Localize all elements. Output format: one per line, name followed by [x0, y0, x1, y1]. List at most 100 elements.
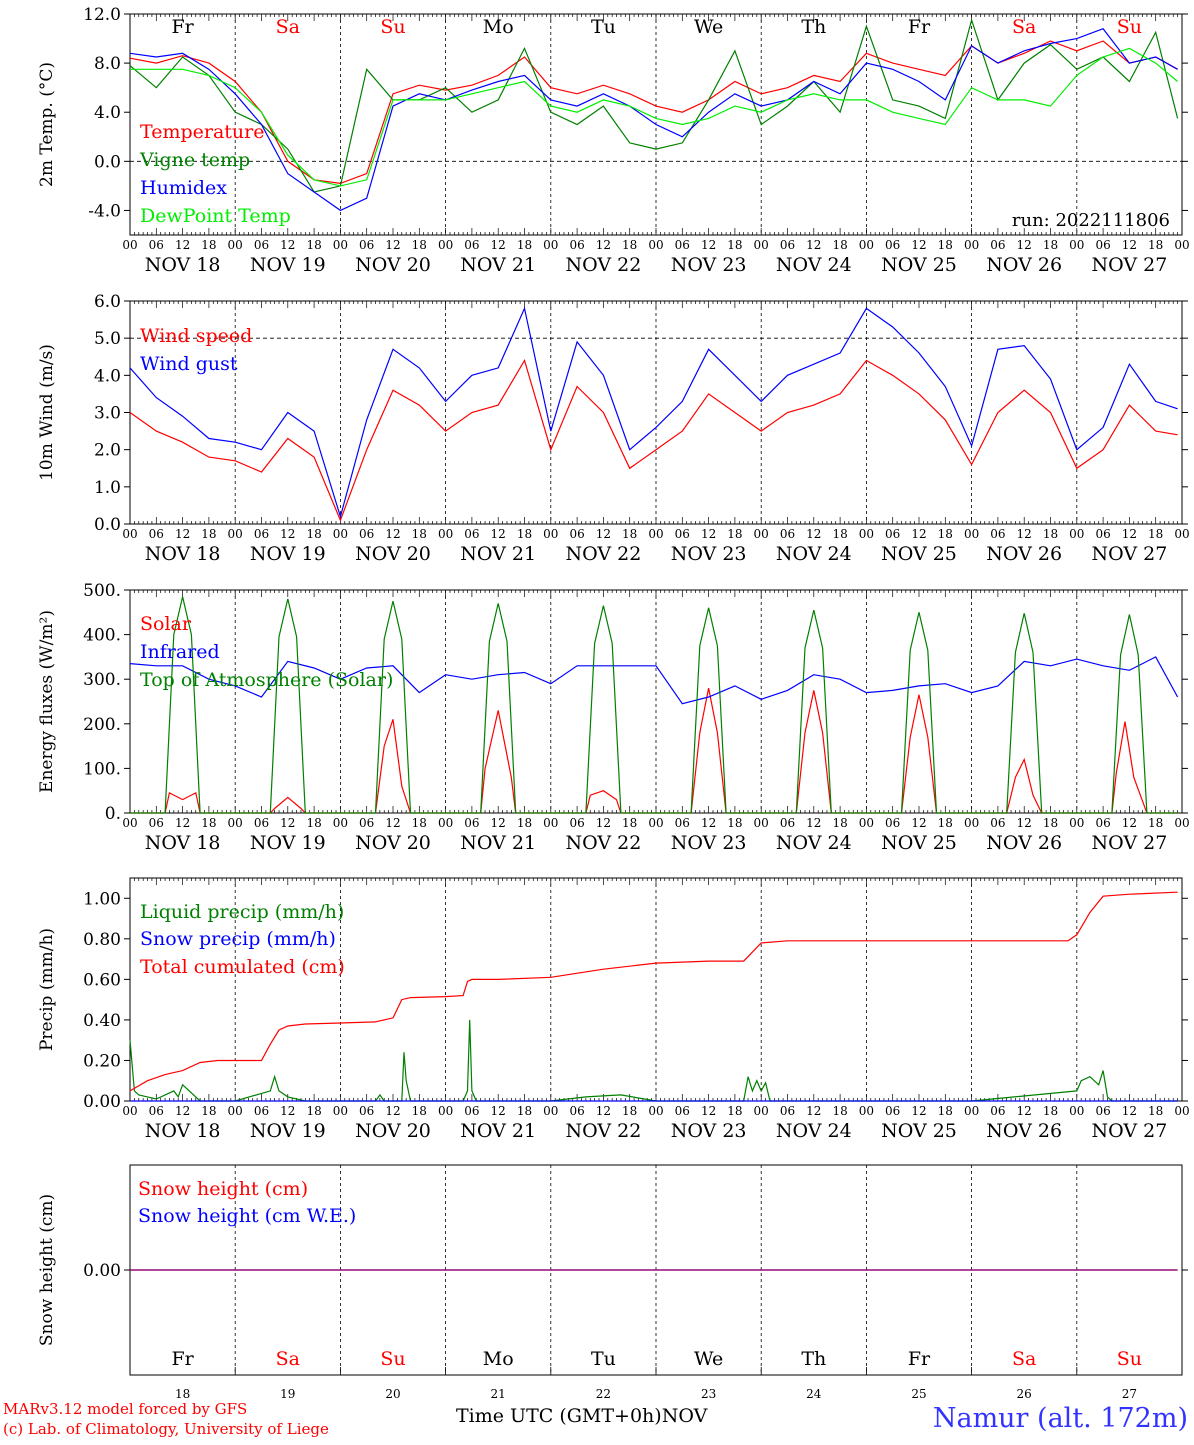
- hour-tick-label: 06: [885, 527, 900, 541]
- hour-tick-label: 00: [1174, 1104, 1189, 1118]
- date-label: NOV 24: [776, 543, 852, 565]
- hour-tick-label: 12: [280, 527, 295, 541]
- day-of-week-label: Sa: [1012, 16, 1036, 38]
- y-tick-label: 6.0: [94, 292, 121, 312]
- hour-tick-label: 12: [175, 238, 190, 252]
- legend-entry: Wind speed: [140, 325, 252, 347]
- day-of-week-label: Mo: [483, 1348, 514, 1370]
- hour-tick-label: 06: [149, 527, 164, 541]
- hour-tick-label: 00: [648, 527, 663, 541]
- hour-tick-label: 18: [1148, 816, 1163, 830]
- hour-tick-label: 00: [122, 816, 137, 830]
- y-tick-label: 0.0: [94, 515, 121, 535]
- hour-tick-label: 00: [859, 238, 874, 252]
- y-tick-label: 300.: [83, 670, 121, 690]
- lab-credit: (c) Lab. of Climatology, University of L…: [3, 1420, 329, 1438]
- date-label: NOV 26: [986, 832, 1062, 854]
- date-label: NOV 18: [145, 543, 221, 565]
- hour-tick-label: 12: [385, 1104, 400, 1118]
- date-label: NOV 18: [145, 1120, 221, 1142]
- date-label: NOV 22: [565, 543, 641, 565]
- hour-tick-label: 06: [780, 816, 795, 830]
- series-line-energy-0: [130, 687, 1178, 814]
- series-line-energy-2: [130, 596, 1178, 814]
- hour-tick-label: 00: [122, 238, 137, 252]
- hour-tick-label: 00: [1174, 527, 1189, 541]
- hour-tick-label: 00: [543, 238, 558, 252]
- hour-tick-label: 12: [806, 1104, 821, 1118]
- hour-tick-label: 00: [1174, 816, 1189, 830]
- panel-snow: Fr 18 Sa 19 Su 20 Mo 21 Tu 22 We 23 Th 24 Fr 25 Sa 26 Su 27…: [37, 1164, 1188, 1401]
- hour-tick-label: 00: [964, 1104, 979, 1118]
- legend-entry: DewPoint Temp: [140, 205, 291, 227]
- date-label: NOV 23: [671, 1120, 747, 1142]
- hour-tick-label: 06: [254, 1104, 269, 1118]
- y-tick-label: 0.0: [94, 152, 121, 172]
- series-line-temperature-3: [130, 47, 1178, 187]
- day-number-label: 18: [175, 1387, 190, 1401]
- hour-tick-label: 12: [280, 238, 295, 252]
- hour-tick-label: 12: [1122, 238, 1137, 252]
- hour-tick-label: 06: [569, 1104, 584, 1118]
- date-label: NOV 23: [671, 832, 747, 854]
- day-of-week-label: Th: [801, 16, 826, 38]
- date-label: NOV 20: [355, 1120, 431, 1142]
- hour-tick-label: 18: [727, 816, 742, 830]
- hour-tick-label: 12: [596, 527, 611, 541]
- legend-entry: Infrared: [140, 641, 220, 663]
- hour-tick-label: 06: [990, 816, 1005, 830]
- hour-tick-label: 06: [780, 527, 795, 541]
- y-tick-label: 0.20: [83, 1051, 121, 1071]
- hour-tick-label: 12: [596, 816, 611, 830]
- hour-tick-label: 12: [911, 527, 926, 541]
- hour-tick-label: 06: [675, 238, 690, 252]
- date-label: NOV 18: [145, 832, 221, 854]
- x-axis-month: NOV: [661, 1405, 708, 1427]
- day-of-week-label: We: [694, 16, 723, 38]
- hour-tick-label: 12: [911, 238, 926, 252]
- hour-tick-label: 00: [754, 816, 769, 830]
- hour-tick-label: 06: [149, 816, 164, 830]
- hour-tick-label: 12: [806, 527, 821, 541]
- y-tick-label: 500.: [83, 581, 121, 601]
- hour-tick-label: 06: [885, 816, 900, 830]
- y-tick-label: 0.00: [83, 1261, 121, 1281]
- hour-tick-label: 00: [754, 1104, 769, 1118]
- hour-tick-label: 18: [306, 238, 321, 252]
- hour-tick-label: 06: [569, 527, 584, 541]
- hour-tick-label: 06: [254, 816, 269, 830]
- hour-tick-label: 18: [517, 1104, 532, 1118]
- hour-tick-label: 06: [780, 1104, 795, 1118]
- hour-tick-label: 18: [938, 816, 953, 830]
- model-credit: MARv3.12 model forced by GFS: [3, 1400, 248, 1418]
- hour-tick-label: 06: [1095, 816, 1110, 830]
- station-name: Namur (alt. 172m): [932, 1403, 1188, 1434]
- hour-tick-label: 00: [438, 816, 453, 830]
- hour-tick-label: 00: [1069, 816, 1084, 830]
- hour-tick-label: 18: [832, 527, 847, 541]
- hour-tick-label: 12: [1017, 1104, 1032, 1118]
- hour-tick-label: 00: [859, 816, 874, 830]
- day-number-label: 27: [1122, 1387, 1137, 1401]
- hour-tick-label: 18: [622, 816, 637, 830]
- hour-tick-label: 18: [201, 816, 216, 830]
- hour-tick-label: 18: [938, 238, 953, 252]
- hour-tick-label: 06: [569, 238, 584, 252]
- hour-tick-label: 00: [543, 816, 558, 830]
- hour-tick-label: 18: [727, 1104, 742, 1118]
- hour-tick-label: 06: [359, 816, 374, 830]
- y-tick-label: 0.: [105, 804, 121, 824]
- y-tick-label: 1.00: [83, 889, 121, 909]
- hour-tick-label: 12: [701, 527, 716, 541]
- date-label: NOV 25: [881, 543, 957, 565]
- panel-precip: 00 06 12 18 00 06 12 18 00 06 12 18 00 06 12 18 00 06 12 18…: [37, 877, 1190, 1142]
- y-tick-label: 1.0: [94, 478, 121, 498]
- hour-tick-label: 18: [412, 816, 427, 830]
- legend-entry: Snow height (cm W.E.): [138, 1205, 356, 1227]
- date-label: NOV 22: [565, 254, 641, 276]
- hour-tick-label: 12: [1122, 1104, 1137, 1118]
- hour-tick-label: 00: [438, 238, 453, 252]
- hour-tick-label: 06: [464, 816, 479, 830]
- hour-tick-label: 12: [701, 1104, 716, 1118]
